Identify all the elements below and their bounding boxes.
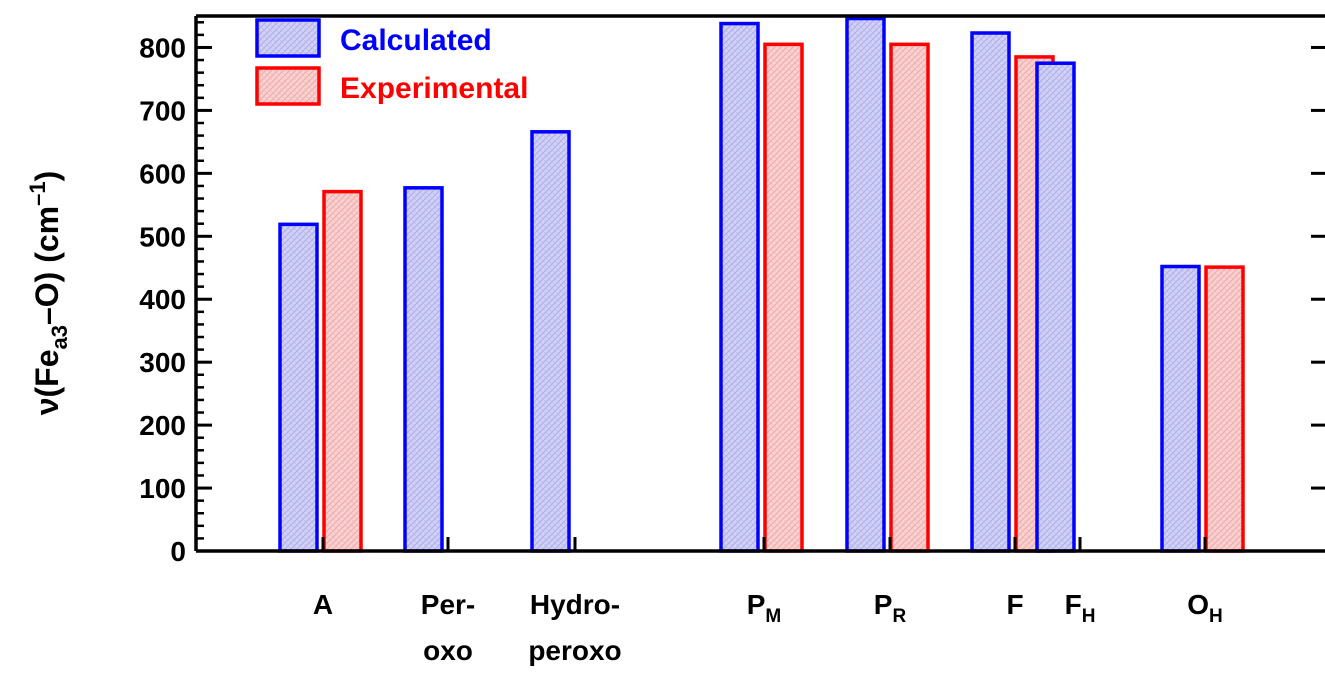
bar-calculated-0	[278, 222, 319, 553]
x-category-label-7: OH	[1187, 589, 1223, 627]
y-tick-label-100: 100	[139, 473, 186, 504]
y-tick-label-0: 0	[170, 536, 186, 567]
y-tick-label-600: 600	[139, 158, 186, 189]
legend-label-experimental: Experimental	[340, 72, 528, 105]
y-tick-label-500: 500	[139, 221, 186, 252]
axes-group	[194, 14, 1325, 553]
y-tick-label-700: 700	[139, 95, 186, 126]
bar-calculated-7	[1160, 264, 1201, 553]
x-category-labels: A Per-oxo Hydro-peroxo PM PR F FH OH	[313, 589, 1223, 666]
bar-experimental-3	[763, 42, 804, 553]
y-tick-label-800: 800	[139, 32, 186, 63]
y-tick-label-400: 400	[139, 284, 186, 315]
bar-experimental-0	[322, 189, 363, 553]
bar-experimental-4	[889, 42, 930, 553]
x-category-label-1: Per-	[421, 589, 475, 620]
legend: Calculated Experimental	[255, 18, 528, 106]
legend-swatch-calculated	[255, 18, 321, 58]
bar-calculated-5	[970, 31, 1011, 553]
x-category-label-2: Hydro-	[530, 589, 620, 620]
bars-group	[278, 16, 1245, 553]
x-category-label-4: PR	[874, 589, 907, 627]
bar-experimental-7	[1204, 265, 1245, 553]
y-axis-label: ν(Fea3–O) (cm–1)	[25, 171, 72, 416]
y-tick-label-300: 300	[139, 347, 186, 378]
bar-calculated-2	[530, 130, 571, 553]
bar-calculated-1	[403, 186, 444, 553]
x-category-label-0: A	[313, 589, 333, 620]
y-tick-label-200: 200	[139, 410, 186, 441]
bar-calculated-6	[1035, 61, 1076, 553]
x-category-label-2: peroxo	[528, 635, 621, 666]
x-category-label-5: F	[1006, 589, 1023, 620]
bar-calculated-3	[719, 21, 760, 553]
x-category-label-1: oxo	[423, 635, 473, 666]
legend-swatch-experimental	[255, 66, 321, 106]
y-tick-labels: 0 100 200 300 400 500 600 700 800	[139, 32, 186, 567]
x-category-label-6: FH	[1065, 589, 1096, 627]
x-category-label-3: PM	[747, 589, 782, 627]
legend-label-calculated: Calculated	[340, 24, 492, 57]
bar-calculated-4	[845, 16, 886, 553]
